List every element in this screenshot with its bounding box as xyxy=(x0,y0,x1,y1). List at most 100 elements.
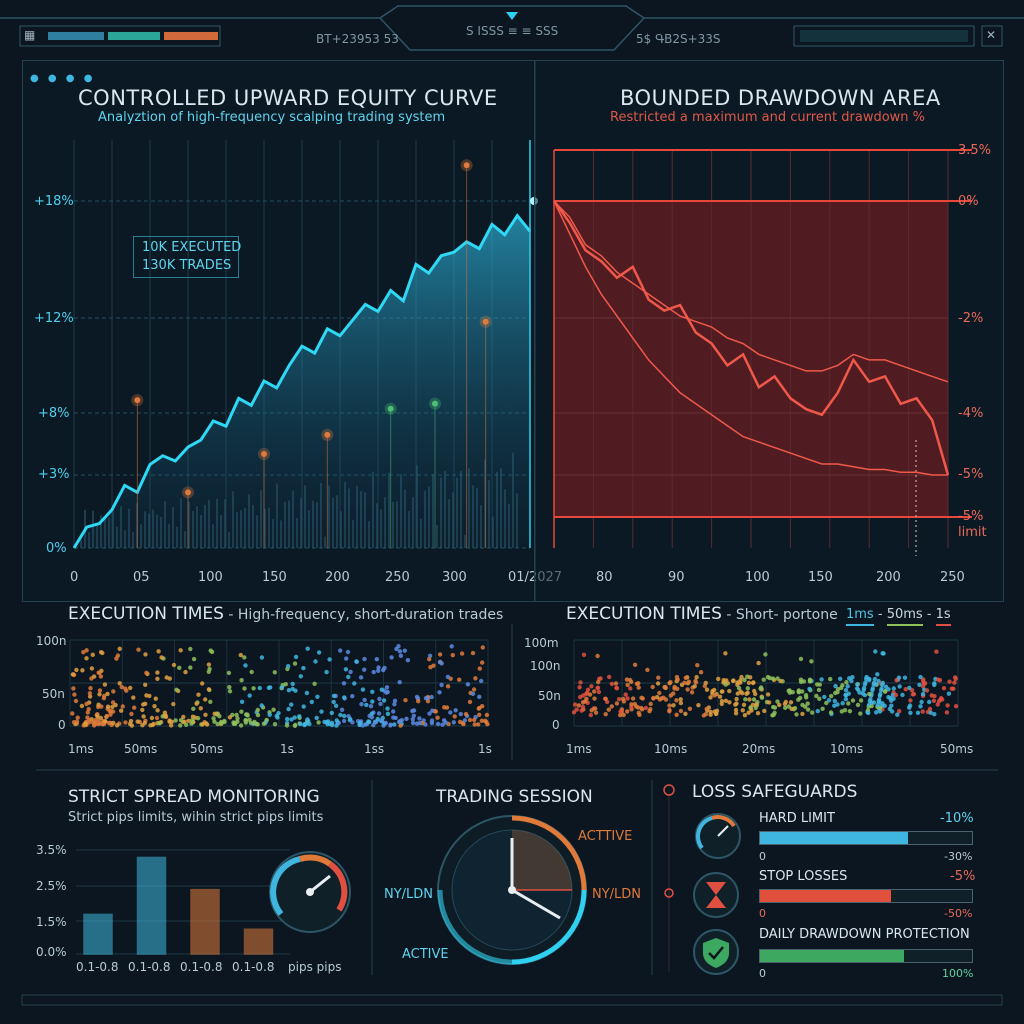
scatter-point xyxy=(798,695,803,701)
scatter-point xyxy=(589,684,594,689)
sp-x-tick: 0.1-0.8 xyxy=(180,960,223,974)
scatter-point xyxy=(442,705,447,710)
scatter-point xyxy=(143,682,148,687)
scatter-point xyxy=(655,681,661,686)
session-active-bottom: ACTIVE xyxy=(402,947,449,962)
scatter-point xyxy=(854,686,860,691)
scatter-point xyxy=(592,689,597,694)
scatter-point xyxy=(163,713,168,718)
scatter-point xyxy=(87,691,93,696)
dd-y-tick: -5% xyxy=(958,467,984,482)
scatter-point xyxy=(893,692,899,698)
scatter-point xyxy=(292,723,298,728)
scatter-point xyxy=(439,682,444,688)
scatter-point xyxy=(234,712,239,718)
scatter-point xyxy=(850,675,855,680)
scatter-point xyxy=(243,663,248,668)
scatter-point xyxy=(327,657,332,662)
scatter-point xyxy=(628,686,633,691)
scatter-point xyxy=(171,662,177,668)
scatter-point xyxy=(104,713,110,719)
scatter-point xyxy=(807,686,812,692)
scatter-point xyxy=(293,654,299,660)
spread-bar xyxy=(243,928,274,955)
scatter-point xyxy=(576,703,582,708)
scatter-point xyxy=(667,709,672,714)
scatter-point xyxy=(275,715,280,720)
scatter-point xyxy=(177,665,182,670)
scatter-point xyxy=(325,722,330,727)
scatter-point xyxy=(87,694,93,699)
scatter-point xyxy=(796,688,801,693)
grid-icon[interactable]: ▦ xyxy=(24,28,36,42)
scatter-point xyxy=(370,689,375,694)
scatter-point xyxy=(141,714,146,719)
scatter-point xyxy=(103,719,108,724)
scatter-point xyxy=(392,698,398,703)
scatter-point xyxy=(405,658,411,663)
scatter-point xyxy=(218,719,224,725)
scatter-point xyxy=(881,651,886,656)
scatter-point xyxy=(816,687,822,693)
scatter-point xyxy=(738,678,743,683)
scatter-point xyxy=(272,722,278,727)
scatter-point xyxy=(900,692,905,698)
scatter-point xyxy=(798,656,804,662)
scatter-point xyxy=(838,676,843,681)
scatter-point xyxy=(181,714,186,720)
scatter-point xyxy=(704,687,710,692)
scatter-point xyxy=(324,669,329,675)
scatter-point xyxy=(371,669,376,675)
exec-right-title-text: EXECUTION TIMES xyxy=(566,604,722,624)
dd-x-tick: 150 xyxy=(808,570,833,585)
scatter-point xyxy=(331,693,337,699)
scatter-point xyxy=(592,696,597,701)
scatter-point xyxy=(301,665,306,671)
scatter-point xyxy=(480,645,485,650)
eq-marker-point xyxy=(432,400,438,407)
scatter-point xyxy=(810,710,815,715)
scatter-point xyxy=(301,704,306,709)
scatter-point xyxy=(763,652,768,657)
scatter-point xyxy=(889,703,894,708)
scatter-point xyxy=(920,709,925,714)
scatter-point xyxy=(437,660,443,665)
scatter-point xyxy=(398,723,403,728)
scatter-point xyxy=(259,655,265,660)
scatter-point xyxy=(393,715,398,721)
exl-y-tick: 50n xyxy=(42,687,65,701)
scatter-point xyxy=(264,717,269,723)
scatter-point xyxy=(215,721,220,727)
scatter-point xyxy=(305,717,310,722)
scatter-point xyxy=(614,686,620,691)
scatter-point xyxy=(152,704,157,709)
scatter-point xyxy=(123,686,128,691)
scatter-point xyxy=(289,702,294,707)
scatter-point xyxy=(352,681,357,686)
scatter-point xyxy=(928,710,933,715)
scatter-point xyxy=(581,652,587,657)
scatter-point xyxy=(936,699,942,704)
scatter-point xyxy=(178,718,184,723)
scatter-point xyxy=(583,699,588,704)
scatter-point xyxy=(632,701,638,707)
scatter-point xyxy=(462,718,468,723)
scatter-point xyxy=(734,696,739,702)
scatter-point xyxy=(953,675,958,680)
scatter-point xyxy=(97,688,103,693)
scatter-point xyxy=(654,695,660,700)
hard-limit-label: HARD LIMIT xyxy=(759,811,835,826)
legend-50ms: 50ms xyxy=(886,607,923,626)
scatter-point xyxy=(846,691,851,696)
scatter-point xyxy=(667,703,672,708)
scatter-point xyxy=(114,723,120,728)
close-icon[interactable]: ✕ xyxy=(986,28,997,42)
eq-y-tick: +18% xyxy=(34,194,74,209)
scatter-point xyxy=(846,701,851,706)
safeguards-title: LOSS SAFEGUARDS xyxy=(692,782,858,802)
scatter-point xyxy=(129,723,135,728)
dd-y-tick: 3.5% xyxy=(958,143,992,158)
scatter-point xyxy=(873,649,878,654)
scatter-point xyxy=(746,710,751,715)
